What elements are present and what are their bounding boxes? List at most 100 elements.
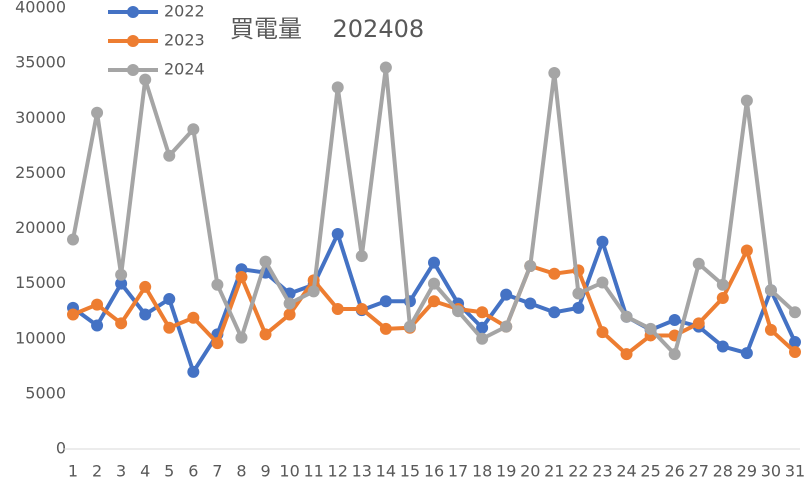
data-point — [187, 365, 200, 378]
x-tick-label: 9 — [260, 462, 270, 481]
data-point — [331, 302, 344, 315]
data-point — [67, 233, 79, 246]
data-point — [403, 320, 416, 333]
data-point — [668, 348, 681, 361]
x-tick-label: 26 — [664, 462, 684, 481]
y-tick-label: 20000 — [15, 218, 66, 237]
x-tick-label: 28 — [713, 462, 733, 481]
data-point — [716, 278, 729, 291]
y-tick-label: 10000 — [15, 328, 66, 347]
data-point — [644, 322, 657, 335]
x-tick-label: 5 — [164, 462, 174, 481]
y-tick-label: 25000 — [15, 163, 66, 182]
x-tick-label: 31 — [785, 462, 805, 481]
data-point — [211, 278, 224, 291]
data-point — [91, 298, 104, 311]
x-tick-label: 4 — [140, 462, 150, 481]
x-tick-label: 15 — [400, 462, 420, 481]
y-tick-label: 0 — [56, 439, 66, 458]
x-tick-label: 25 — [640, 462, 660, 481]
data-point — [163, 321, 176, 334]
data-point — [668, 314, 681, 327]
data-point — [428, 277, 440, 290]
y-tick-label: 40000 — [15, 0, 66, 17]
x-tick-label: 19 — [496, 462, 516, 481]
data-point — [139, 280, 152, 293]
legend-marker — [127, 35, 139, 47]
data-point — [379, 295, 392, 308]
data-point — [572, 301, 585, 314]
data-point — [211, 337, 224, 350]
x-tick-label: 10 — [279, 462, 299, 481]
legend-label: 2022 — [164, 2, 205, 21]
x-tick-label: 17 — [448, 462, 468, 481]
legend-marker — [127, 64, 139, 76]
y-tick-label: 35000 — [15, 53, 66, 72]
y-tick-label: 30000 — [15, 108, 66, 127]
data-point — [379, 322, 392, 335]
data-point — [91, 106, 104, 119]
data-point — [259, 255, 272, 268]
x-tick-label: 21 — [544, 462, 564, 481]
data-point — [692, 257, 705, 270]
data-point — [115, 268, 128, 281]
data-point — [764, 323, 777, 336]
data-point — [548, 306, 561, 319]
x-tick-label: 3 — [116, 462, 126, 481]
x-tick-label: 30 — [761, 462, 781, 481]
x-tick-label: 24 — [616, 462, 636, 481]
x-tick-label: 20 — [520, 462, 540, 481]
data-point — [524, 297, 537, 310]
data-point — [716, 340, 729, 353]
data-point — [163, 149, 176, 162]
legend-label: 2024 — [164, 60, 205, 79]
x-tick-label: 8 — [236, 462, 246, 481]
data-point — [476, 306, 489, 319]
data-point — [283, 308, 296, 321]
x-tick-label: 13 — [352, 462, 372, 481]
x-tick-label: 6 — [188, 462, 198, 481]
chart-title: 買電量 202408 — [230, 15, 424, 43]
data-point — [163, 293, 176, 306]
data-point — [789, 306, 801, 319]
data-point — [740, 94, 753, 107]
data-point — [500, 320, 513, 333]
y-tick-label: 15000 — [15, 273, 66, 292]
data-point — [596, 235, 609, 248]
data-point — [740, 244, 753, 257]
data-point — [572, 287, 585, 300]
data-point — [596, 276, 609, 289]
data-point — [740, 347, 753, 360]
data-point — [259, 328, 272, 341]
x-tick-label: 22 — [568, 462, 588, 481]
data-point — [452, 305, 465, 318]
data-point — [524, 259, 537, 272]
x-tick-label: 23 — [592, 462, 612, 481]
data-point — [500, 288, 513, 301]
data-point — [789, 345, 801, 358]
legend-label: 2023 — [164, 31, 205, 50]
x-tick-label: 1 — [68, 462, 78, 481]
data-point — [548, 67, 561, 80]
data-point — [355, 250, 368, 263]
data-point — [379, 61, 392, 74]
data-point — [235, 331, 248, 344]
data-point — [235, 271, 248, 284]
data-point — [91, 319, 104, 332]
x-tick-label: 29 — [737, 462, 757, 481]
data-point — [115, 317, 128, 330]
data-point — [331, 228, 344, 241]
data-point — [716, 291, 729, 304]
data-point — [596, 326, 609, 339]
data-point — [115, 277, 128, 290]
data-point — [620, 348, 633, 361]
data-point — [67, 308, 79, 321]
data-point — [764, 284, 777, 297]
data-point — [187, 311, 200, 324]
data-point — [355, 302, 368, 315]
data-point — [620, 310, 633, 323]
data-point — [187, 123, 200, 136]
y-tick-label: 5000 — [25, 383, 66, 402]
data-point — [692, 317, 705, 330]
